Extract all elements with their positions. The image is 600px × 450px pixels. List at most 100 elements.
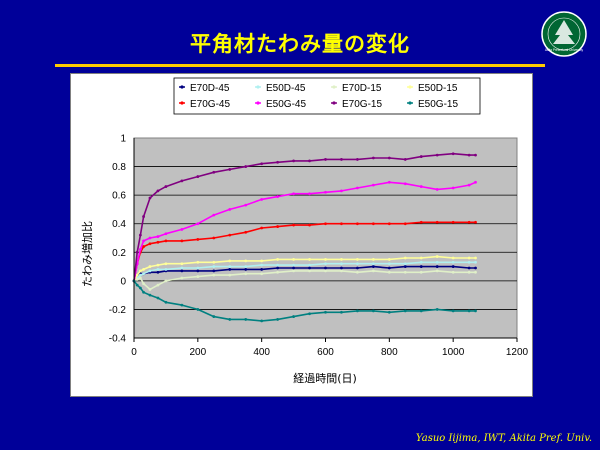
data-point <box>142 282 145 286</box>
data-point <box>180 228 184 231</box>
data-point <box>135 250 139 254</box>
x-tick-label: 200 <box>189 347 206 358</box>
data-point <box>308 223 311 227</box>
data-point <box>180 276 184 280</box>
y-tick-label: 0.6 <box>112 191 126 202</box>
legend-box <box>173 77 481 115</box>
data-point <box>135 283 139 287</box>
data-point <box>180 239 184 243</box>
data-point <box>228 233 232 237</box>
data-point <box>156 270 160 274</box>
data-point <box>324 269 327 273</box>
data-point <box>403 265 407 268</box>
legend-label: E50G-15 <box>418 99 458 110</box>
data-point <box>371 156 375 160</box>
data-point <box>196 260 200 264</box>
data-point <box>148 242 152 246</box>
data-point <box>164 185 168 188</box>
data-point <box>142 290 145 294</box>
data-point <box>419 185 423 188</box>
data-point <box>474 270 477 274</box>
y-tick-label: 0.2 <box>112 248 126 259</box>
data-point <box>260 319 264 323</box>
data-point <box>419 265 423 268</box>
data-point <box>142 239 145 243</box>
data-point <box>244 268 248 271</box>
x-tick-label: 800 <box>381 347 398 358</box>
data-point <box>356 309 359 313</box>
plot-background <box>133 137 518 339</box>
footer-credit: Yasuo Iijima, IWT, Akita Pref. Univ. <box>415 433 592 444</box>
data-point <box>474 180 477 184</box>
data-point <box>156 283 160 287</box>
data-point <box>292 258 295 261</box>
data-point <box>148 196 152 200</box>
y-axis-title: たわみ増加比 <box>81 221 94 287</box>
data-point <box>387 156 391 160</box>
data-point <box>340 310 343 314</box>
data-point <box>228 318 232 321</box>
data-point <box>403 262 407 266</box>
data-point <box>180 179 184 183</box>
data-point <box>292 269 295 273</box>
data-point <box>340 266 343 270</box>
data-point <box>324 158 327 161</box>
data-point <box>148 269 152 273</box>
y-tick-label: -0.2 <box>109 305 127 316</box>
data-point <box>435 188 439 191</box>
data-point <box>467 270 471 274</box>
data-point <box>419 270 423 274</box>
data-point <box>340 158 343 161</box>
data-point <box>228 208 232 211</box>
data-point <box>260 263 264 267</box>
data-point <box>451 309 455 313</box>
x-tick-label: 1000 <box>442 347 465 358</box>
data-point <box>196 308 200 311</box>
data-point <box>142 215 145 218</box>
x-tick-label: 600 <box>317 347 334 358</box>
y-tick-label: -0.4 <box>109 334 127 345</box>
data-point <box>387 266 391 270</box>
data-point <box>371 183 375 187</box>
legend-label: E50D-15 <box>418 83 458 94</box>
data-point <box>212 213 216 217</box>
chart-panel: 1 0.8 0.6 0.4 0.2 0 -0.2 -0.4 0 200 400 600 800 1000 1… <box>70 73 533 397</box>
data-point <box>467 260 471 264</box>
data-point <box>135 273 139 277</box>
chart-area: 1 0.8 0.6 0.4 0.2 0 -0.2 -0.4 0 200 400 600 800 1000 1… <box>81 77 529 385</box>
data-point <box>260 198 264 201</box>
data-point <box>292 223 295 227</box>
data-point <box>451 220 455 224</box>
data-point <box>196 175 200 178</box>
data-point <box>356 262 359 266</box>
data-point <box>260 259 264 263</box>
data-point <box>403 182 407 186</box>
data-point <box>164 239 168 243</box>
legend-label: E50D-45 <box>266 83 306 94</box>
data-point <box>244 203 248 207</box>
legend-label: E70G-45 <box>190 99 230 110</box>
data-point <box>292 266 295 270</box>
data-point <box>138 269 142 273</box>
data-point <box>138 286 142 290</box>
data-point <box>403 270 407 274</box>
legend-marker <box>332 85 336 89</box>
data-point <box>148 265 152 268</box>
data-point <box>387 310 391 314</box>
data-point <box>164 232 168 236</box>
data-point <box>356 222 359 226</box>
title-underline <box>55 64 545 67</box>
data-point <box>142 245 145 248</box>
legend-label: E70D-45 <box>190 83 230 94</box>
data-point <box>212 236 216 240</box>
data-point <box>324 266 327 270</box>
data-point <box>196 266 200 270</box>
data-point <box>276 160 280 164</box>
data-point <box>419 260 423 264</box>
data-point <box>292 263 295 267</box>
data-point <box>474 220 477 224</box>
data-point <box>164 300 168 304</box>
data-point <box>276 270 280 274</box>
data-point <box>467 266 471 270</box>
data-point <box>156 240 160 244</box>
